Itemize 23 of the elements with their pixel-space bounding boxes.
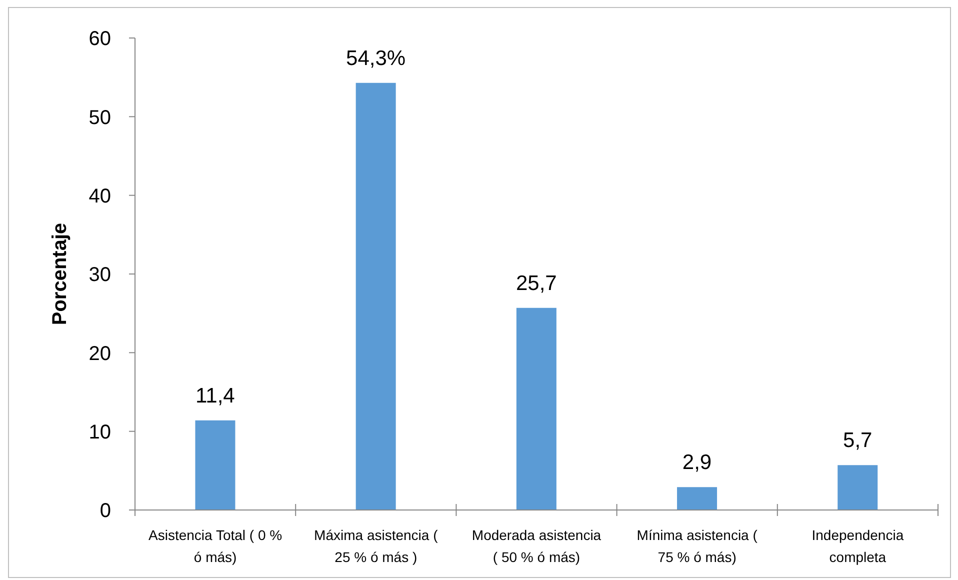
data-label: 11,4 [196, 384, 236, 408]
y-tick-label: 10 [88, 421, 111, 444]
bar [516, 308, 556, 510]
x-tick-label: Independencia completa [812, 527, 904, 565]
y-tick-label: 30 [88, 264, 111, 286]
x-tick-label: Máxima asistencia ( 25 % ó más ) [314, 527, 438, 565]
bar [677, 487, 718, 510]
x-tick-label: Moderada asistencia ( 50 % ó más) [472, 527, 602, 565]
data-label: 2,9 [682, 451, 712, 474]
bar [838, 465, 878, 510]
y-tick-label: 40 [88, 185, 111, 208]
y-tick-label: 20 [88, 342, 111, 365]
y-axis-title: Porcentaje [49, 222, 71, 326]
y-tick-label: 50 [88, 106, 111, 129]
bar [356, 82, 396, 510]
x-tick-label: Asistencia Total ( 0 % ó más) [148, 527, 282, 565]
bar [195, 420, 236, 510]
data-label: 5,7 [843, 429, 872, 452]
data-label: 54,3% [346, 46, 406, 70]
y-tick-label: 60 [88, 28, 111, 50]
data-label: 25,7 [516, 272, 557, 295]
x-tick-label: Mínima asistencia ( 75 % ó más) [636, 527, 758, 565]
y-tick-label: 0 [100, 500, 111, 522]
